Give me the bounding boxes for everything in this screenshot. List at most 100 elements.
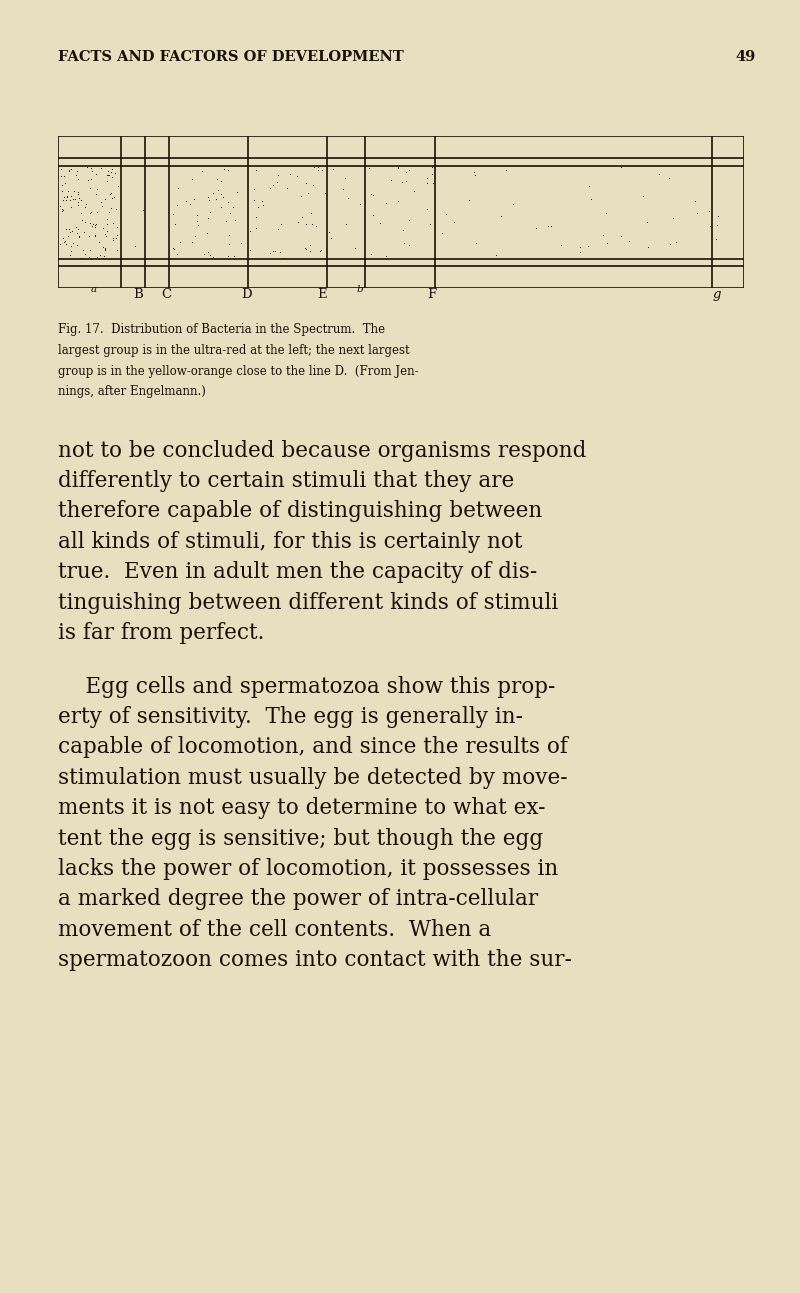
Point [210, 189, 222, 209]
Text: erty of sensitivity.  The egg is generally in-: erty of sensitivity. The egg is generall… [58, 706, 522, 728]
Point [82, 247, 95, 268]
Point [58, 231, 70, 252]
Point [171, 177, 184, 198]
Point [90, 184, 103, 204]
Point [101, 208, 114, 229]
Point [170, 195, 183, 216]
Point [203, 202, 216, 222]
Point [60, 187, 73, 208]
Point [104, 182, 117, 203]
Text: differently to certain stimuli that they are: differently to certain stimuli that they… [58, 471, 514, 493]
Point [307, 175, 320, 195]
Point [110, 225, 123, 246]
Point [251, 197, 264, 217]
Point [469, 233, 482, 253]
Point [326, 159, 339, 180]
Point [337, 178, 350, 199]
Point [402, 234, 415, 255]
Point [68, 181, 81, 202]
Point [300, 172, 313, 193]
Point [227, 197, 240, 217]
Point [59, 231, 72, 252]
Point [96, 247, 109, 268]
Text: a marked degree the power of intra-cellular: a marked degree the power of intra-cellu… [58, 888, 538, 910]
Point [364, 184, 377, 204]
Point [222, 234, 235, 255]
Point [653, 164, 666, 185]
Point [222, 246, 234, 266]
Point [55, 175, 68, 195]
Point [396, 172, 409, 193]
Point [270, 172, 283, 193]
Point [702, 200, 715, 221]
Point [90, 164, 102, 185]
Point [72, 182, 85, 203]
Point [185, 168, 198, 189]
Text: true.  Even in adult men the capacity of dis-: true. Even in adult men the capacity of … [58, 561, 537, 583]
Point [641, 211, 654, 231]
Point [469, 164, 482, 185]
Point [111, 176, 124, 197]
Point [92, 231, 105, 252]
Point [104, 184, 117, 204]
Point [374, 213, 386, 234]
Point [60, 233, 73, 253]
Point [366, 204, 379, 225]
Point [94, 244, 106, 265]
Point [70, 164, 82, 185]
Point [88, 226, 101, 247]
Point [427, 172, 440, 193]
Point [102, 162, 114, 182]
Point [110, 228, 122, 248]
Point [65, 240, 78, 261]
Point [268, 240, 281, 261]
Point [74, 189, 87, 209]
Point [107, 230, 120, 251]
Point [54, 195, 66, 216]
Point [70, 235, 83, 256]
Point [342, 187, 354, 208]
Text: 49: 49 [736, 50, 756, 65]
Point [86, 162, 98, 182]
Point [663, 234, 676, 255]
Text: tent the egg is sensitive; but though the egg: tent the egg is sensitive; but though th… [58, 828, 543, 850]
Point [304, 235, 317, 256]
Point [354, 194, 366, 215]
Point [78, 212, 91, 233]
Point [100, 226, 113, 247]
Point [220, 211, 233, 231]
Point [230, 182, 243, 203]
Point [362, 158, 375, 178]
Text: F: F [427, 288, 436, 301]
Text: movement of the cell contents.  When a: movement of the cell contents. When a [58, 919, 491, 941]
Point [55, 200, 68, 221]
Point [256, 190, 269, 211]
Point [70, 217, 82, 238]
Point [637, 186, 650, 207]
Point [184, 194, 197, 215]
Point [57, 228, 70, 248]
Point [62, 159, 75, 180]
Text: ments it is not easy to determine to what ex-: ments it is not easy to determine to wha… [58, 796, 545, 820]
Point [214, 171, 227, 191]
Point [128, 235, 141, 256]
Point [101, 221, 114, 242]
Text: tinguishing between different kinds of stimuli: tinguishing between different kinds of s… [58, 592, 558, 614]
Point [89, 217, 102, 238]
Point [60, 219, 73, 239]
Point [170, 244, 183, 265]
Point [98, 239, 111, 260]
Point [400, 162, 413, 182]
Point [110, 239, 123, 260]
Point [392, 158, 405, 178]
Point [64, 244, 77, 265]
Point [218, 159, 230, 180]
Point [447, 212, 460, 233]
Point [380, 246, 393, 266]
Point [91, 202, 104, 222]
Point [338, 167, 351, 187]
Point [65, 197, 78, 217]
Point [71, 191, 84, 212]
Point [222, 159, 234, 180]
Point [84, 177, 97, 198]
